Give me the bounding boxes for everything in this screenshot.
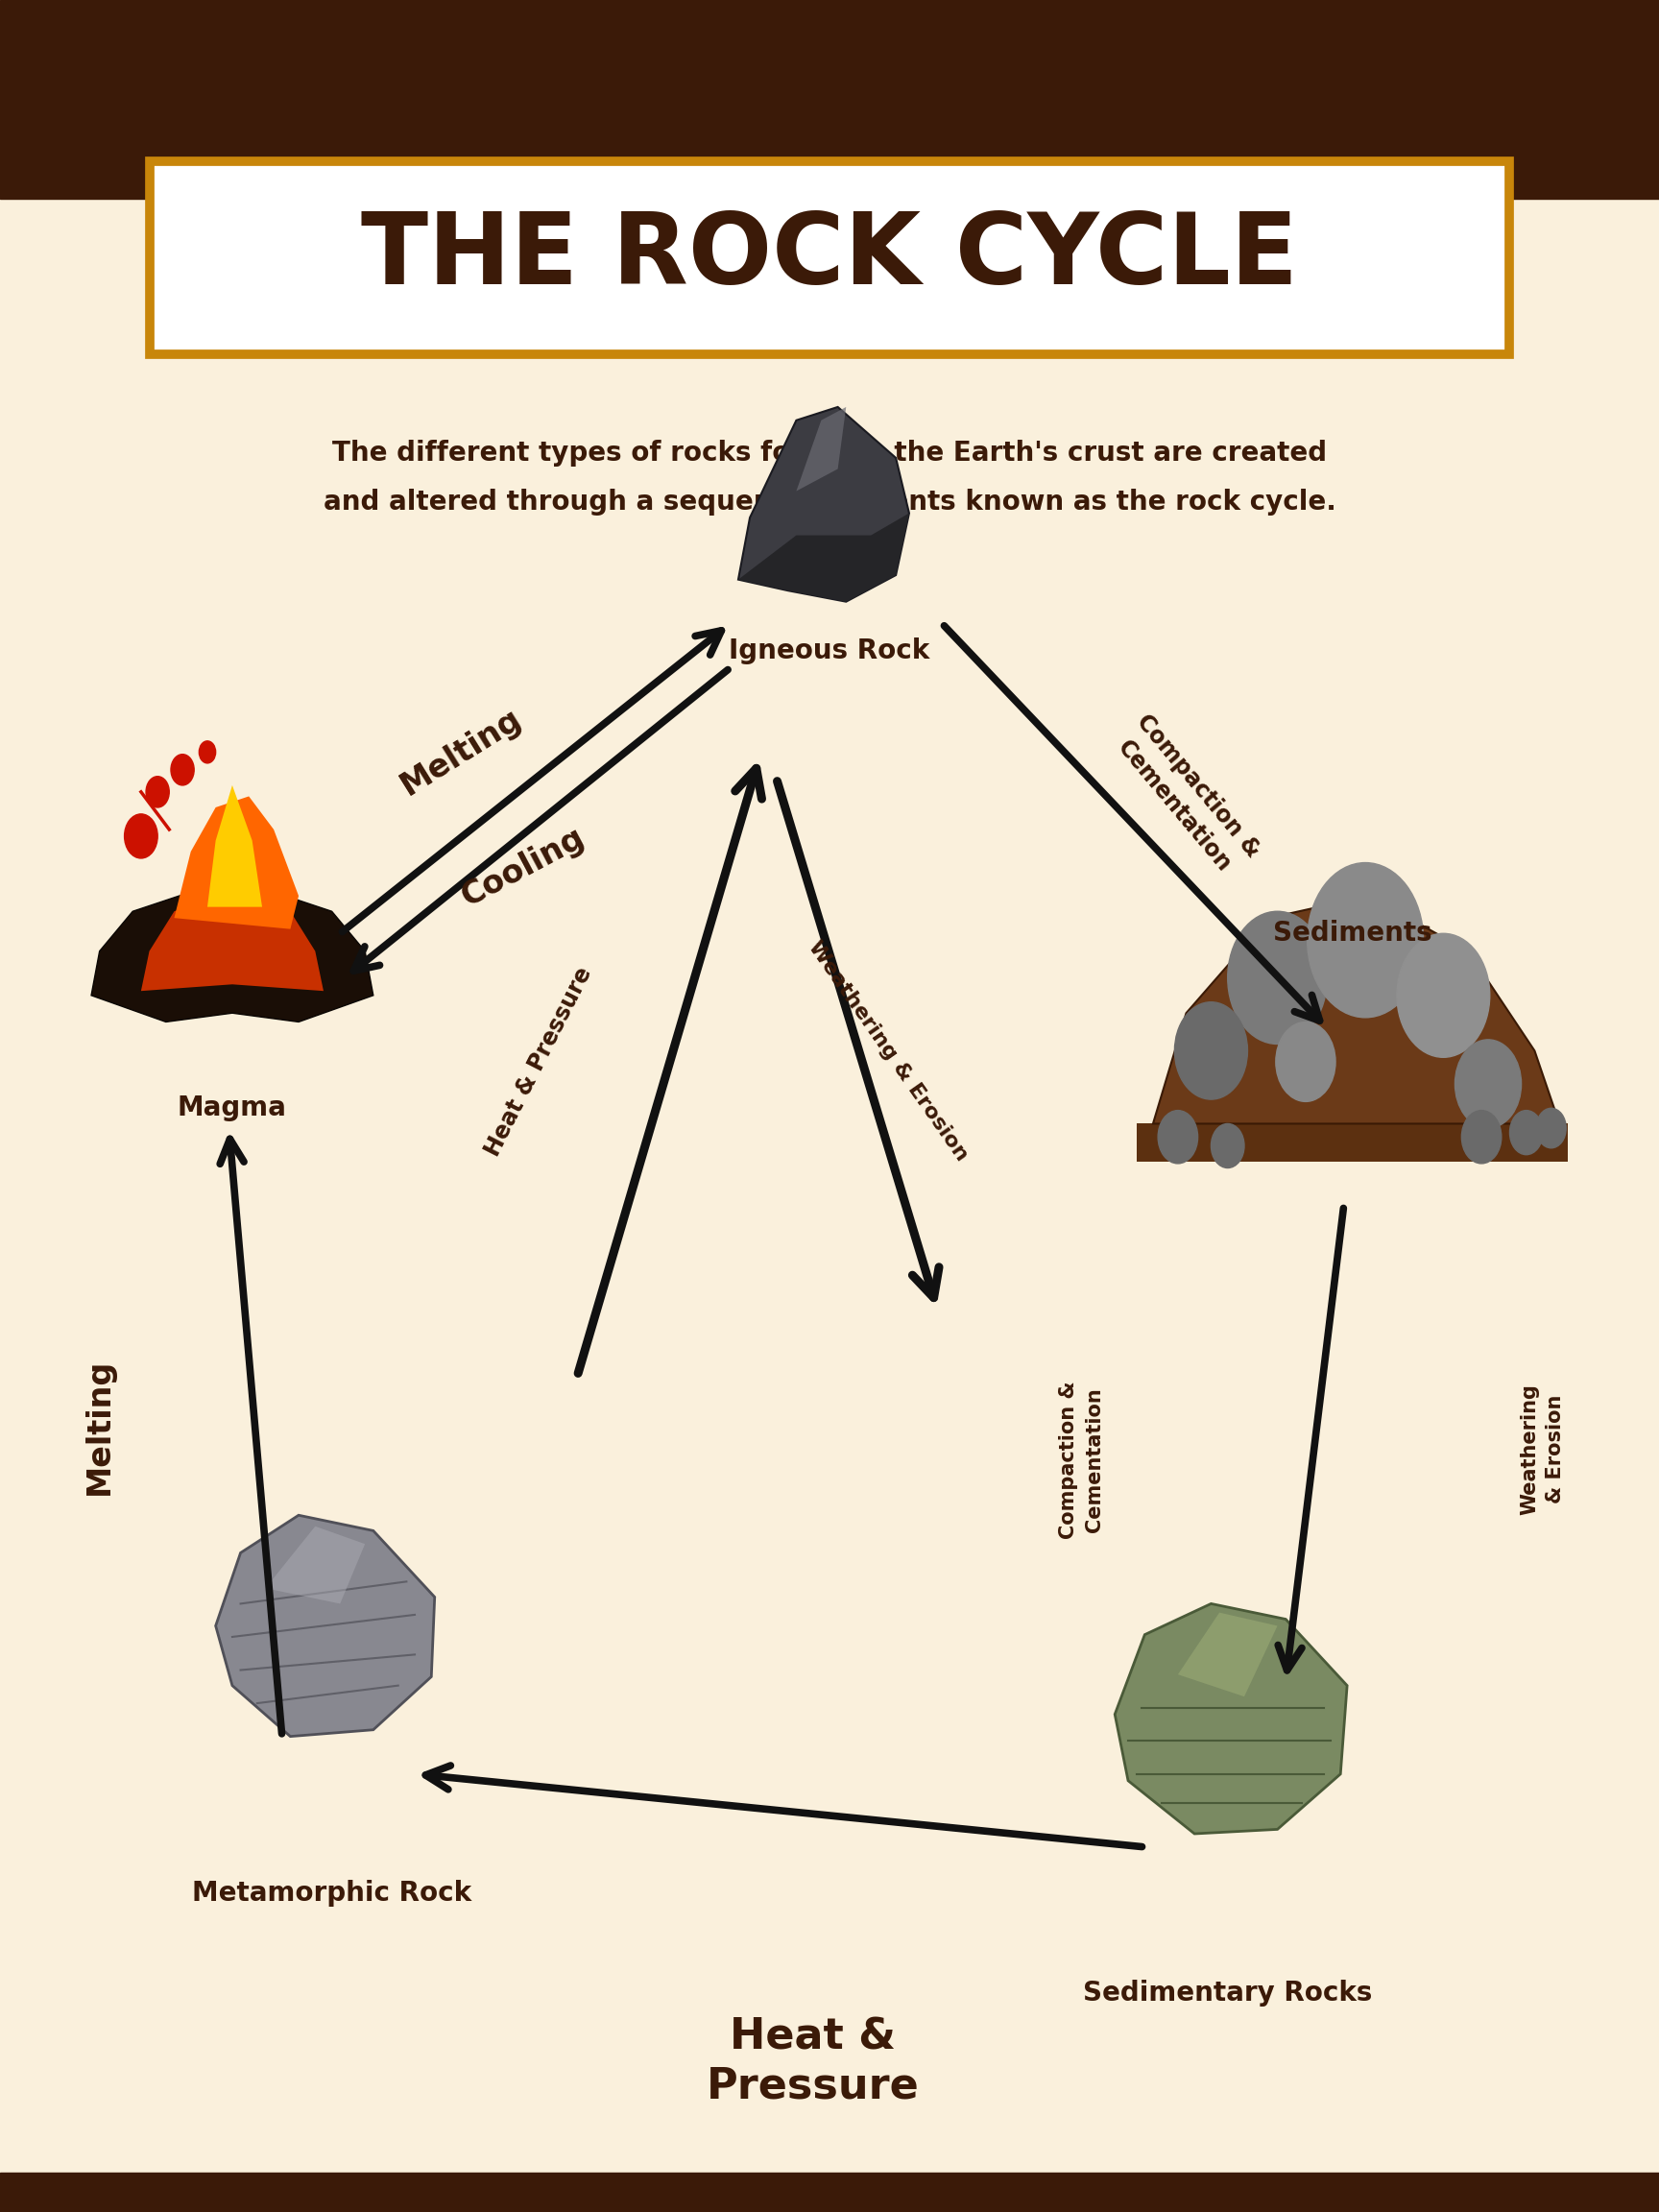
Circle shape bbox=[146, 776, 169, 807]
Circle shape bbox=[124, 814, 158, 858]
Polygon shape bbox=[738, 513, 909, 602]
Text: Compaction &
Cementation: Compaction & Cementation bbox=[1108, 710, 1264, 883]
Text: Heat &
Pressure: Heat & Pressure bbox=[707, 2015, 919, 2108]
Polygon shape bbox=[207, 785, 262, 907]
Polygon shape bbox=[141, 896, 324, 991]
Polygon shape bbox=[91, 889, 373, 1022]
Text: Heat & Pressure: Heat & Pressure bbox=[481, 964, 597, 1159]
Text: Sedimentary Rocks: Sedimentary Rocks bbox=[1083, 1980, 1372, 2006]
Text: Weathering & Erosion: Weathering & Erosion bbox=[805, 938, 971, 1164]
Text: The different types of rocks found in the Earth's crust are created: The different types of rocks found in th… bbox=[332, 440, 1327, 467]
Polygon shape bbox=[1115, 1604, 1347, 1834]
Polygon shape bbox=[1136, 1124, 1568, 1161]
Text: Cooling: Cooling bbox=[456, 821, 589, 914]
Polygon shape bbox=[216, 1515, 435, 1736]
Circle shape bbox=[1158, 1110, 1198, 1164]
Circle shape bbox=[1307, 863, 1423, 1018]
Circle shape bbox=[1462, 1110, 1501, 1164]
Bar bbox=[0, 0, 1659, 199]
Circle shape bbox=[1228, 911, 1327, 1044]
Text: and altered through a sequence of events known as the rock cycle.: and altered through a sequence of events… bbox=[324, 489, 1335, 515]
Text: Sediments: Sediments bbox=[1272, 920, 1432, 947]
Text: THE ROCK CYCLE: THE ROCK CYCLE bbox=[362, 208, 1297, 305]
Circle shape bbox=[1510, 1110, 1543, 1155]
Circle shape bbox=[1175, 1002, 1248, 1099]
Polygon shape bbox=[1178, 1613, 1277, 1697]
Text: Igneous Rock: Igneous Rock bbox=[728, 637, 931, 664]
Polygon shape bbox=[265, 1526, 365, 1604]
Text: Compaction &
Cementation: Compaction & Cementation bbox=[1060, 1380, 1103, 1540]
Polygon shape bbox=[174, 796, 299, 929]
Polygon shape bbox=[796, 407, 846, 491]
Text: Magma: Magma bbox=[178, 1095, 287, 1121]
Circle shape bbox=[1276, 1022, 1335, 1102]
Circle shape bbox=[1211, 1124, 1244, 1168]
Text: Melting: Melting bbox=[395, 703, 528, 801]
Circle shape bbox=[199, 741, 216, 763]
Circle shape bbox=[1536, 1108, 1566, 1148]
Text: Weathering
& Erosion: Weathering & Erosion bbox=[1521, 1382, 1564, 1515]
Polygon shape bbox=[738, 407, 909, 602]
Circle shape bbox=[1397, 933, 1490, 1057]
Circle shape bbox=[1455, 1040, 1521, 1128]
Text: Metamorphic Rock: Metamorphic Rock bbox=[192, 1880, 471, 1907]
Text: Melting: Melting bbox=[83, 1358, 116, 1495]
Circle shape bbox=[171, 754, 194, 785]
Bar bbox=[0, 2172, 1659, 2212]
FancyBboxPatch shape bbox=[149, 161, 1510, 354]
Polygon shape bbox=[1153, 896, 1559, 1124]
